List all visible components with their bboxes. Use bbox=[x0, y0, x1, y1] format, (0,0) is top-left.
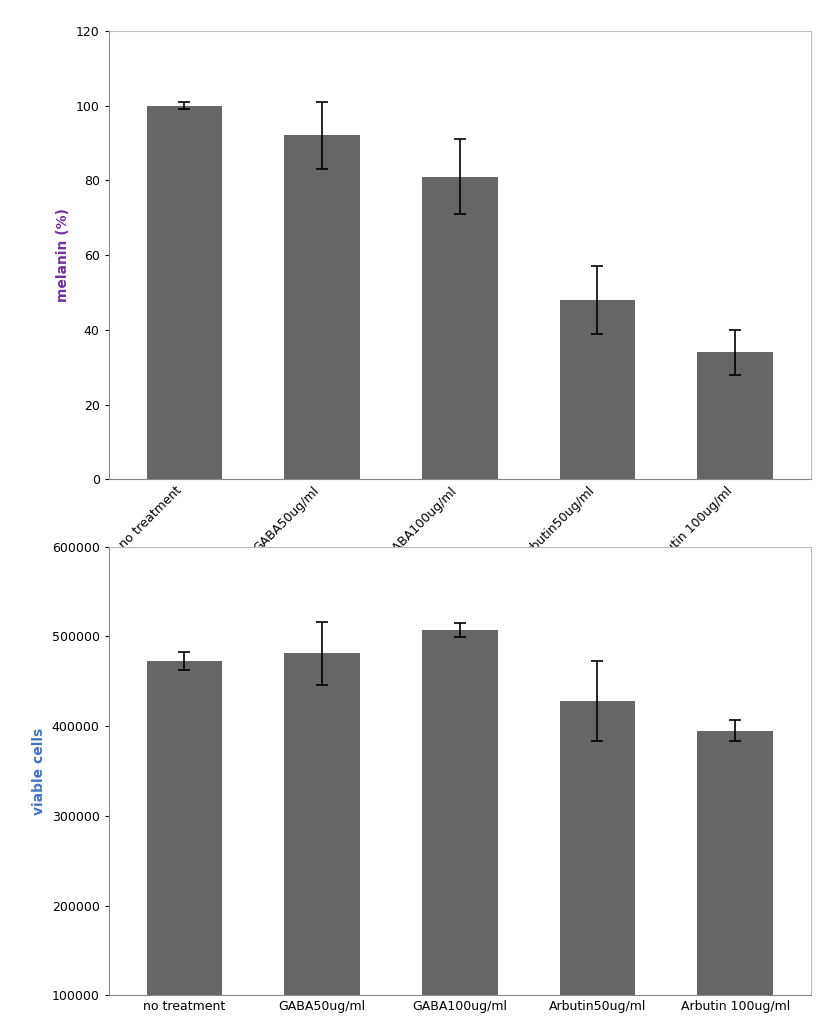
Bar bbox=[559, 701, 635, 1026]
Bar bbox=[697, 731, 773, 1026]
Bar bbox=[284, 135, 360, 479]
Bar bbox=[146, 661, 222, 1026]
Bar bbox=[697, 352, 773, 479]
Y-axis label: melanin (%): melanin (%) bbox=[56, 208, 70, 302]
Bar bbox=[422, 176, 497, 479]
Bar bbox=[146, 106, 222, 479]
Bar bbox=[284, 654, 360, 1026]
Bar bbox=[422, 630, 497, 1026]
Y-axis label: viable cells: viable cells bbox=[32, 727, 46, 815]
Bar bbox=[559, 300, 635, 479]
